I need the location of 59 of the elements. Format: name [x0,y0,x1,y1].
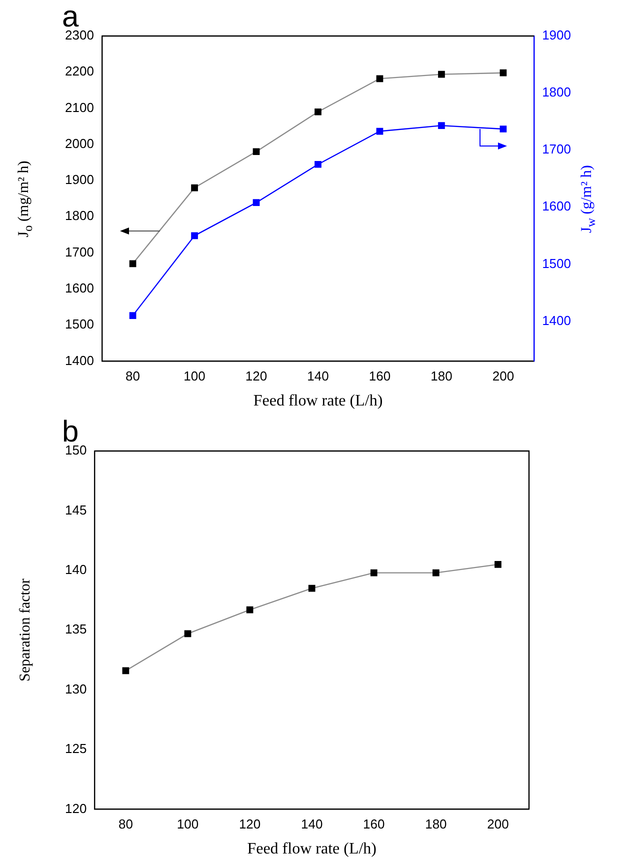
y2-tick-label: 1700 [542,142,571,157]
point [191,232,198,240]
x-tick-label: 180 [430,368,452,384]
y-tick-label: 1800 [65,208,94,224]
point [500,126,507,132]
x-tick-label: 140 [300,816,323,832]
point [370,569,378,576]
y2-tick-label: 1400 [542,312,571,328]
x-axis-title: Feed flow rate (L/h) [247,840,376,858]
y-tick-label: 2200 [65,64,94,79]
point [129,260,136,268]
point [314,160,322,168]
point [494,561,502,568]
x-tick-label: 80 [118,816,133,832]
x-tick-label: 140 [307,368,329,384]
y2-tick-label: 1900 [542,28,571,43]
x-tick-label: 160 [368,368,391,384]
point [129,312,136,319]
point [252,148,260,156]
y-tick-label: 140 [64,562,87,577]
y-tick-label: 2100 [65,100,94,115]
y-tick-label: 145 [64,502,87,518]
x-tick-label: 200 [492,368,514,384]
y-tick-label: 120 [64,800,87,816]
point [376,75,384,82]
point [438,122,445,129]
y-tick-label: 1700 [65,244,94,260]
x-tick-label: 200 [487,816,509,832]
y2-tick-label: 1600 [542,198,571,214]
y-tick-label: 1400 [65,352,94,368]
x-axis-title: Feed flow rate (L/h) [253,392,383,410]
point [122,667,130,674]
point [246,606,254,614]
y-tick-label: 1600 [65,280,94,296]
point [376,128,384,135]
y2-tick-label: 1800 [542,84,571,100]
point [308,584,316,592]
x-tick-label: 160 [363,816,385,832]
point [500,69,507,76]
x-tick-label: 100 [176,816,199,832]
y2-tick-label: 1500 [542,256,571,271]
x-tick-label: 120 [245,368,268,384]
point [314,108,322,116]
point [252,199,260,206]
y-tick-label: 125 [64,741,87,756]
x-tick-label: 80 [126,368,140,384]
point [191,184,198,192]
x-tick-label: 120 [238,816,261,832]
point [184,630,192,638]
y-tick-label: 135 [64,622,87,637]
y-tick-label: 2000 [65,136,94,151]
point [432,569,440,576]
y-tick-label: 1900 [65,172,94,188]
x-tick-label: 180 [425,816,447,832]
point [438,70,445,78]
y-axis-title: Separation factor [18,578,34,682]
y-tick-label: 130 [64,681,87,696]
y-tick-label: 1500 [65,316,94,332]
x-tick-label: 100 [184,368,206,384]
